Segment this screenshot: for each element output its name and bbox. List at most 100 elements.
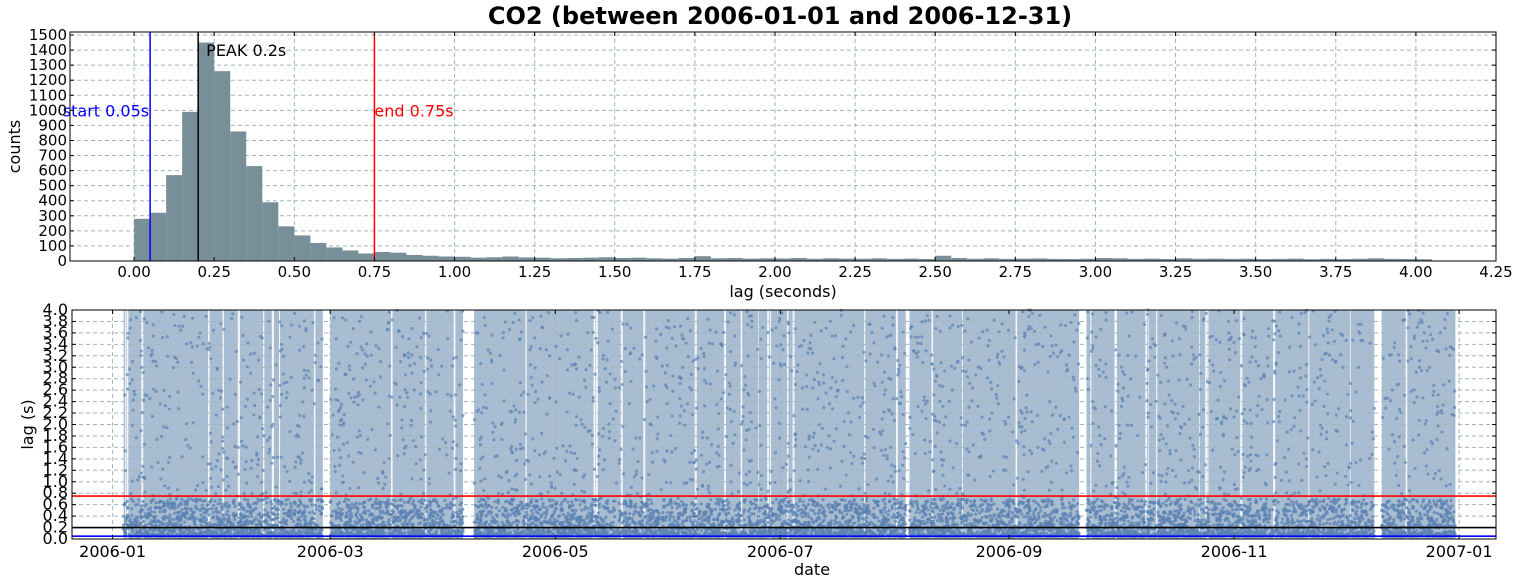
lag-point — [202, 507, 205, 510]
x-tick-label: 4.25 — [1479, 263, 1512, 281]
x-tick-label: 3.25 — [1159, 263, 1192, 281]
lag-point — [138, 475, 141, 478]
lag-point — [276, 455, 279, 458]
lag-point — [192, 516, 195, 519]
lag-point — [389, 434, 392, 437]
lag-point — [455, 444, 458, 447]
lag-point — [243, 468, 246, 471]
lag-point — [419, 506, 422, 509]
x-tick-label: 2.75 — [999, 263, 1032, 281]
lag-point — [850, 514, 853, 517]
lag-point — [123, 502, 126, 505]
lag-point — [286, 391, 289, 394]
lag-point — [172, 366, 175, 369]
lag-point — [128, 367, 131, 370]
lag-point — [183, 315, 186, 318]
lag-point — [392, 511, 395, 514]
histogram-bar — [246, 166, 262, 261]
lag-point — [250, 459, 253, 462]
lag-point — [387, 498, 390, 501]
lag-point — [430, 364, 433, 367]
lag-point — [199, 519, 202, 522]
lag-point — [584, 521, 587, 524]
lag-point — [293, 510, 296, 513]
lag-point — [303, 319, 306, 322]
lag-point — [767, 521, 770, 524]
lag-point — [257, 359, 260, 362]
lag-point — [243, 498, 246, 501]
lag-point — [283, 512, 286, 515]
lag-point — [413, 388, 416, 391]
lag-point — [460, 511, 463, 514]
lag-point — [290, 323, 293, 326]
lag-point — [356, 516, 359, 519]
lag-point — [163, 518, 166, 521]
lag-point — [357, 451, 360, 454]
lag-point — [664, 519, 667, 522]
lag-point — [356, 403, 359, 406]
lag-point — [161, 530, 164, 533]
lag-point — [216, 502, 219, 505]
lag-point — [365, 523, 368, 526]
lag-point — [215, 524, 218, 527]
lag-point — [237, 473, 240, 476]
lag-point — [173, 507, 176, 510]
lag-point — [252, 413, 255, 416]
lag-point — [400, 498, 403, 501]
lag-point — [340, 418, 343, 421]
lag-point — [147, 346, 150, 349]
lag-point — [221, 447, 224, 450]
lag-point — [413, 362, 416, 365]
y-axis-title: counts — [5, 120, 24, 173]
lag-point — [311, 321, 314, 324]
lag-point — [183, 500, 186, 503]
lag-point — [145, 503, 148, 506]
chart-title: CO2 (between 2006-01-01 and 2006-12-31) — [0, 2, 1520, 30]
lag-point — [363, 471, 366, 474]
lag-point — [413, 506, 416, 509]
lag-point — [233, 518, 236, 521]
lag-point — [435, 530, 438, 533]
lag-point — [271, 524, 274, 527]
lag-point — [297, 504, 300, 507]
lag-point — [185, 422, 188, 425]
histogram-bar — [374, 252, 390, 261]
lag-point — [168, 407, 171, 410]
lag-point — [249, 352, 252, 355]
lag-point — [137, 498, 140, 501]
lag-point — [373, 392, 376, 395]
lag-point — [388, 394, 391, 397]
lag-point — [801, 515, 804, 518]
lag-point — [343, 413, 346, 416]
lag-point — [724, 531, 727, 534]
lag-point — [723, 511, 726, 514]
lag-point — [129, 318, 132, 321]
lag-point — [260, 498, 263, 501]
lag-point — [340, 508, 343, 511]
lag-point — [428, 477, 431, 480]
lag-point — [315, 508, 318, 511]
lag-point — [191, 345, 194, 348]
lag-point — [458, 383, 461, 386]
lag-point — [524, 522, 527, 525]
lag-point — [226, 510, 229, 513]
lag-point — [406, 396, 409, 399]
lag-point — [340, 403, 343, 406]
lag-point — [227, 514, 230, 517]
lag-point — [136, 516, 139, 519]
lag-point — [503, 509, 506, 512]
lag-point — [332, 414, 335, 417]
lag-point — [306, 369, 309, 372]
lag-point — [290, 505, 293, 508]
lag-point — [342, 421, 345, 424]
lag-point — [193, 510, 196, 513]
lag-point — [747, 516, 750, 519]
lag-point — [240, 316, 243, 319]
lag-point — [377, 515, 380, 518]
lag-point — [461, 414, 464, 417]
lag-point — [314, 504, 317, 507]
lag-point — [219, 502, 222, 505]
lag-point — [226, 519, 229, 522]
lag-point — [833, 522, 836, 525]
lag-point — [348, 514, 351, 517]
